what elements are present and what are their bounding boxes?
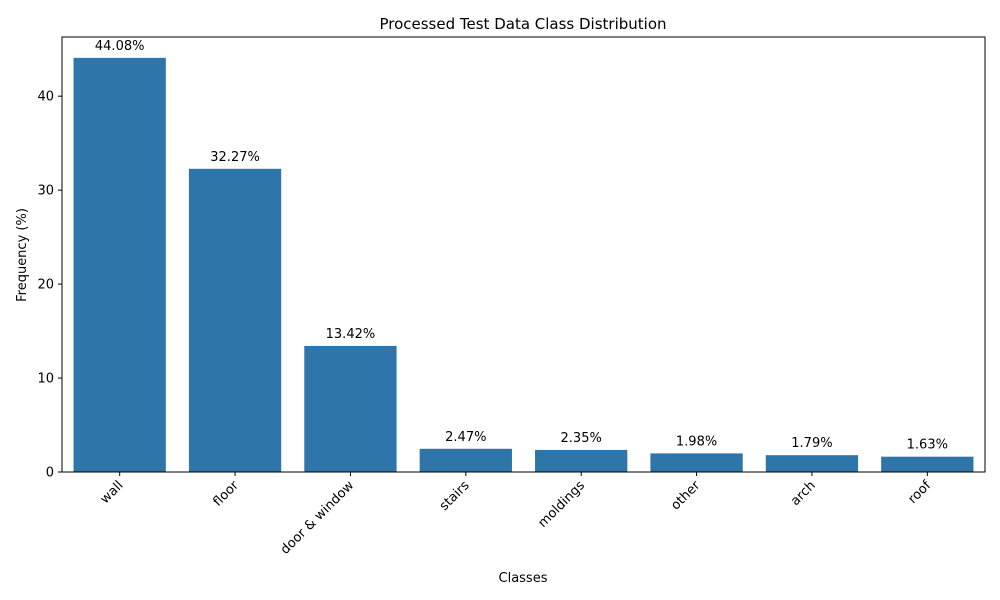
data-label: 44.08% xyxy=(95,39,145,54)
x-tick-label: arch xyxy=(788,478,819,509)
y-tick-label: 10 xyxy=(37,372,54,387)
bar-stairs xyxy=(419,448,512,472)
bars-group xyxy=(73,57,974,472)
plot-frame xyxy=(61,36,986,473)
x-tick-label: other xyxy=(668,478,704,514)
x-tick-label: floor xyxy=(210,478,242,510)
x-tick-label: roof xyxy=(905,478,934,507)
y-axis: 0 10 20 30 40 xyxy=(37,90,62,481)
x-tick-label: door & window xyxy=(278,478,358,558)
bar-wall xyxy=(73,57,166,472)
x-axis: wall floor door & window stairs moldings othe… xyxy=(98,472,934,558)
bar-arch xyxy=(765,455,859,472)
bar-floor xyxy=(188,168,282,472)
data-labels-group: 44.08% 32.27% 13.42% 2.47% 2.35% 1.98% 1.79% 1.… xyxy=(95,39,948,453)
y-tick-label: 0 xyxy=(46,466,54,481)
y-tick-label: 40 xyxy=(37,90,54,105)
data-label: 1.79% xyxy=(791,436,832,451)
bar-moldings xyxy=(535,449,628,472)
data-label: 13.42% xyxy=(326,327,376,342)
bar-roof xyxy=(881,456,974,472)
y-axis-label: Frequency (%) xyxy=(15,208,30,302)
x-tick-label: wall xyxy=(98,478,127,507)
data-label: 32.27% xyxy=(210,150,260,165)
x-tick-label: moldings xyxy=(535,478,588,531)
data-label: 1.98% xyxy=(676,434,717,449)
chart-title: Processed Test Data Class Distribution xyxy=(379,15,666,33)
data-label: 2.47% xyxy=(445,430,486,445)
x-tick-label: stairs xyxy=(437,478,473,514)
y-tick-label: 30 xyxy=(37,184,54,199)
bar-other xyxy=(650,453,743,472)
data-label: 1.63% xyxy=(907,438,948,453)
bar-door-window xyxy=(304,345,397,472)
data-label: 2.35% xyxy=(561,431,602,446)
x-axis-label: Classes xyxy=(499,571,548,586)
y-tick-label: 20 xyxy=(37,278,54,293)
